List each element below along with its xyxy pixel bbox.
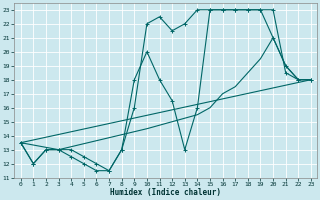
X-axis label: Humidex (Indice chaleur): Humidex (Indice chaleur): [110, 188, 221, 197]
